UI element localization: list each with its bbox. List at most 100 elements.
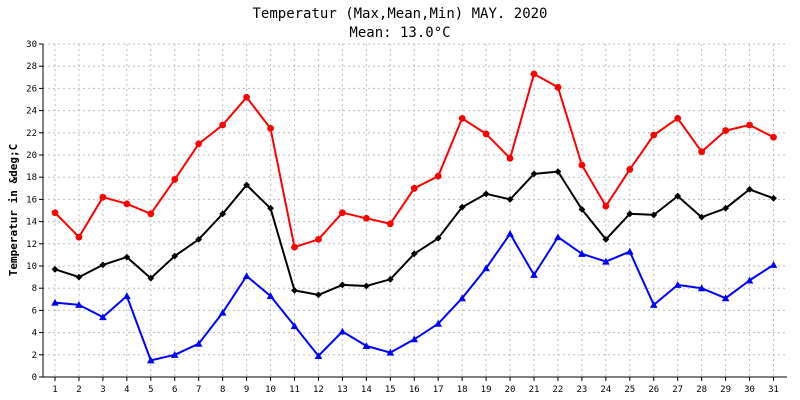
data-point-max: [291, 243, 298, 251]
y-tick-label: 28: [26, 62, 37, 72]
data-point-mean: [530, 170, 538, 178]
data-point-mean: [482, 190, 490, 198]
series-min: [51, 230, 778, 364]
data-point-min: [123, 292, 131, 300]
data-point-max: [243, 93, 251, 101]
y-axis-label: Temperatur in &deg;C: [7, 144, 20, 276]
data-point-mean: [75, 273, 83, 281]
data-point-min: [338, 327, 347, 335]
x-tick-label: 14: [361, 385, 372, 395]
data-point-max: [386, 220, 394, 228]
data-point-max: [530, 70, 538, 78]
data-point-mean: [458, 203, 466, 211]
x-tick-label: 17: [433, 385, 444, 395]
data-point-min: [75, 301, 83, 308]
x-tick-label: 18: [457, 385, 468, 395]
data-point-mean: [698, 213, 706, 221]
y-tick-label: 24: [26, 107, 37, 117]
data-point-mean: [386, 275, 394, 283]
x-tick-label: 10: [265, 385, 276, 395]
data-point-max: [219, 121, 227, 129]
x-tick-label: 6: [172, 385, 177, 395]
y-tick-label: 18: [26, 173, 37, 183]
data-point-min: [482, 264, 490, 272]
data-point-max: [75, 233, 83, 241]
data-point-mean: [626, 210, 634, 218]
data-point-max: [99, 193, 107, 201]
data-point-max: [626, 166, 634, 173]
x-tick-label: 4: [124, 385, 129, 395]
data-point-max: [482, 130, 490, 138]
data-point-mean: [51, 265, 59, 273]
data-point-max: [171, 176, 179, 183]
y-tick-label: 12: [26, 240, 37, 250]
x-tick-label: 30: [744, 385, 755, 395]
x-tick-label: 25: [624, 385, 635, 395]
y-tick-label: 0: [32, 373, 37, 383]
y-tick-label: 6: [32, 306, 37, 316]
data-point-mean: [219, 210, 227, 218]
data-point-min: [194, 339, 203, 347]
y-tick-label: 26: [26, 84, 37, 94]
x-tick-label: 31: [768, 385, 779, 395]
data-point-min: [51, 298, 59, 306]
data-point-mean: [362, 282, 370, 290]
x-tick-label: 7: [196, 385, 201, 395]
data-point-min: [410, 335, 419, 343]
data-point-max: [410, 184, 418, 192]
data-point-max: [650, 131, 658, 139]
data-point-max: [147, 210, 155, 218]
data-point-max: [746, 121, 753, 129]
data-point-max: [315, 235, 322, 243]
y-tick-label: 14: [26, 218, 37, 228]
data-point-min: [314, 352, 323, 359]
y-tick-label: 22: [26, 129, 37, 139]
data-point-min: [769, 261, 778, 268]
data-point-min: [602, 257, 610, 265]
data-point-min: [554, 233, 562, 241]
data-point-max: [339, 209, 346, 217]
data-point-max: [602, 202, 610, 210]
data-point-mean: [339, 281, 346, 289]
data-point-max: [458, 114, 466, 122]
data-point-max: [578, 161, 586, 169]
x-tick-label: 23: [576, 385, 587, 395]
y-tick-label: 20: [26, 151, 37, 161]
x-tick-label: 12: [313, 385, 324, 395]
y-tick-label: 10: [26, 262, 37, 272]
data-point-mean: [506, 196, 514, 203]
data-point-mean: [578, 205, 586, 213]
data-point-min: [458, 294, 466, 302]
data-point-min: [626, 247, 634, 255]
series-mean: [51, 168, 777, 299]
data-point-min: [673, 281, 682, 288]
data-point-mean: [410, 250, 418, 258]
data-point-max: [123, 200, 131, 208]
x-tick-label: 28: [696, 385, 707, 395]
data-point-min: [242, 272, 251, 280]
data-point-min: [99, 313, 107, 321]
data-point-mean: [243, 181, 250, 189]
data-point-max: [554, 83, 562, 91]
data-point-max: [51, 209, 59, 217]
x-tick-label: 1: [52, 385, 57, 395]
data-point-min: [506, 230, 514, 237]
data-point-min: [649, 301, 658, 308]
data-point-min: [578, 249, 586, 257]
data-point-max: [195, 140, 203, 148]
y-tick-label: 4: [32, 329, 37, 339]
data-point-max: [674, 114, 682, 122]
data-point-mean: [195, 235, 203, 243]
data-point-mean: [674, 192, 682, 200]
series-max: [51, 70, 777, 251]
x-tick-label: 22: [553, 385, 564, 395]
x-tick-label: 5: [148, 385, 153, 395]
data-point-min: [170, 351, 179, 358]
data-point-mean: [147, 274, 155, 282]
data-point-min: [697, 284, 706, 292]
x-tick-label: 3: [100, 385, 105, 395]
data-point-mean: [746, 186, 753, 193]
data-point-min: [266, 292, 275, 300]
grid-lines: [43, 43, 787, 377]
